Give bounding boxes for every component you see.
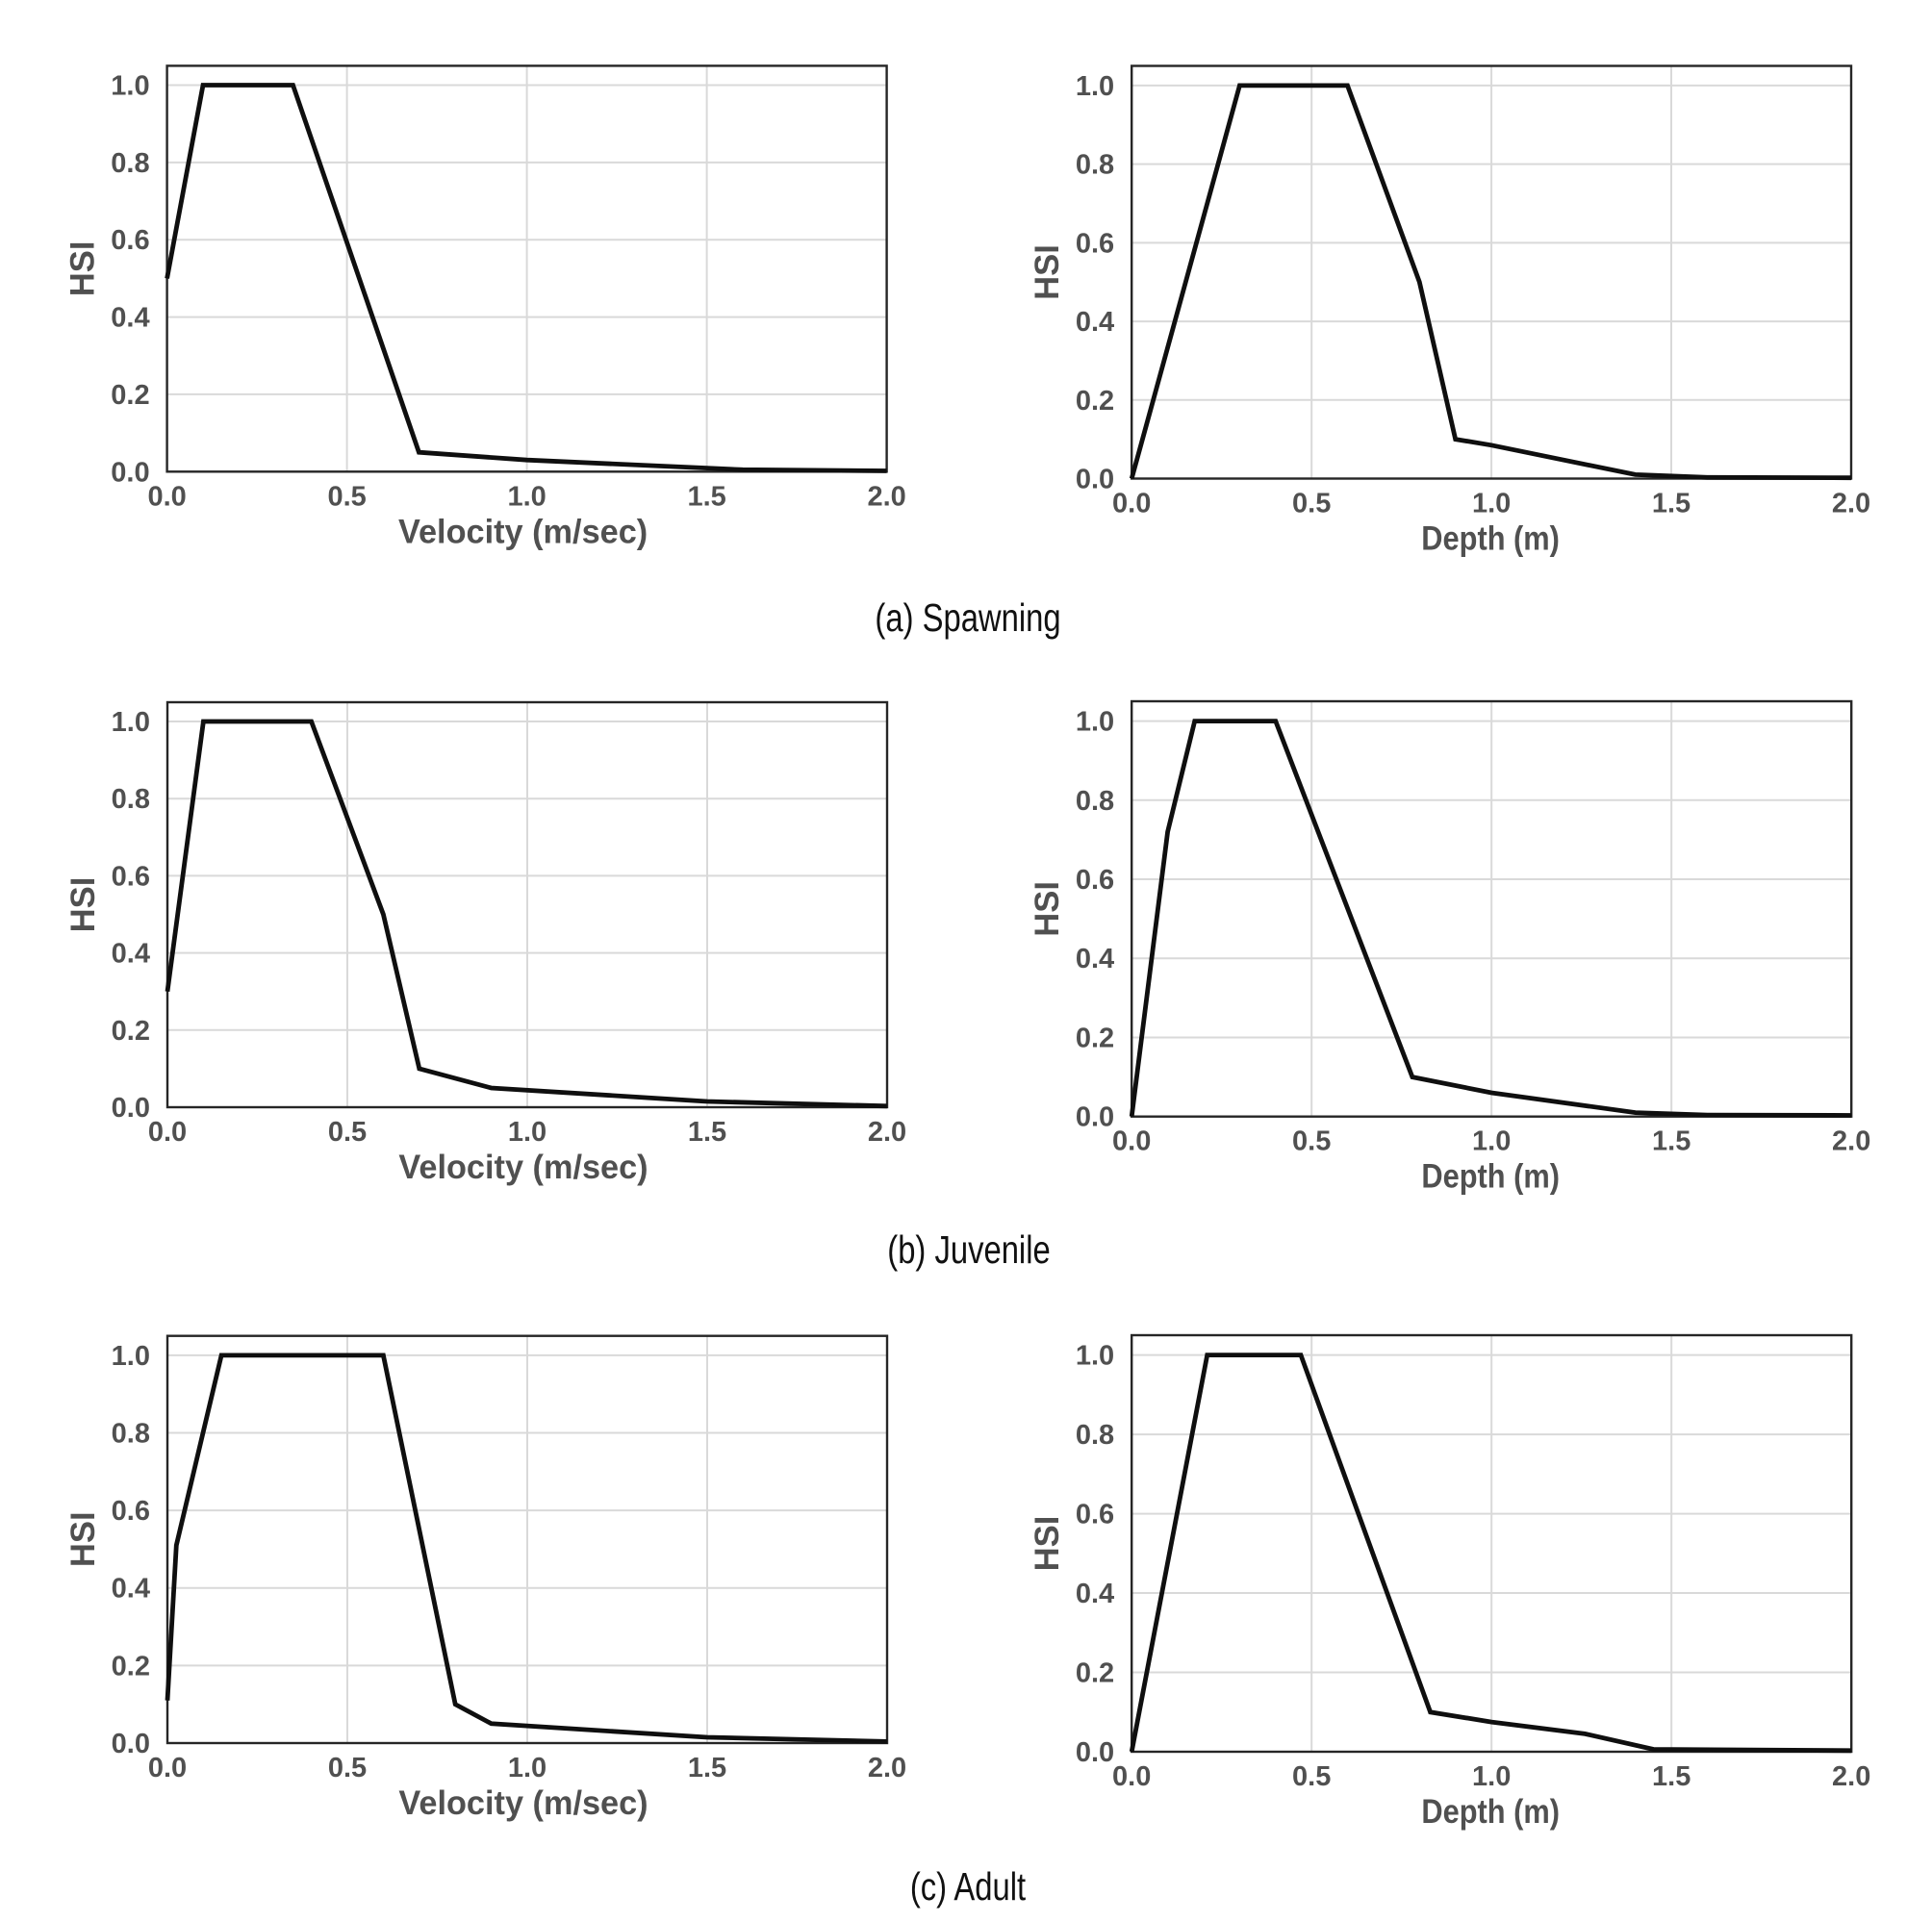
svg-text:1.0: 1.0 [112,1341,150,1372]
svg-text:0.0: 0.0 [112,1729,150,1759]
svg-text:1.0: 1.0 [1472,489,1511,519]
svg-text:0.8: 0.8 [111,148,149,179]
svg-text:HSI: HSI [1029,1516,1066,1572]
svg-text:0.0: 0.0 [1112,489,1151,519]
svg-text:0.0: 0.0 [148,1117,187,1148]
svg-text:0.0: 0.0 [112,1093,150,1124]
svg-text:Velocity (m/sec): Velocity (m/sec) [398,514,648,550]
svg-text:0.4: 0.4 [1076,307,1114,338]
svg-text:0.6: 0.6 [112,861,150,892]
svg-text:2.0: 2.0 [867,481,905,512]
svg-text:0.0: 0.0 [111,457,149,488]
svg-text:0.8: 0.8 [1076,786,1114,817]
svg-text:0.8: 0.8 [1076,150,1114,181]
svg-text:2.0: 2.0 [868,1117,906,1148]
svg-text:0.2: 0.2 [112,1016,150,1047]
svg-text:HSI: HSI [64,877,102,933]
svg-text:Velocity (m/sec): Velocity (m/sec) [398,1150,648,1186]
svg-text:0.6: 0.6 [1076,865,1114,896]
svg-text:HSI: HSI [64,241,101,297]
svg-text:1.5: 1.5 [688,1753,726,1783]
svg-text:0.6: 0.6 [1076,1500,1114,1530]
svg-text:0.5: 0.5 [327,481,366,512]
svg-text:0.5: 0.5 [328,1753,367,1783]
svg-text:1.0: 1.0 [507,481,546,512]
svg-text:0.2: 0.2 [112,1651,150,1682]
svg-text:0.4: 0.4 [111,303,149,334]
svg-text:0.5: 0.5 [1292,1126,1331,1157]
svg-text:0.8: 0.8 [1076,1420,1114,1451]
svg-text:1.0: 1.0 [1472,1126,1511,1157]
svg-text:0.0: 0.0 [1076,1737,1114,1768]
svg-text:0.5: 0.5 [1292,1761,1331,1792]
svg-text:0.2: 0.2 [1076,386,1114,417]
svg-text:0.0: 0.0 [1076,1102,1114,1133]
svg-text:Depth (m): Depth (m) [1421,519,1560,557]
svg-text:1.5: 1.5 [687,481,725,512]
svg-text:HSI: HSI [1029,244,1066,300]
svg-text:1.5: 1.5 [1652,1126,1690,1157]
svg-text:Depth (m): Depth (m) [1421,1157,1560,1195]
svg-text:0.5: 0.5 [1292,489,1331,519]
svg-text:1.5: 1.5 [1652,489,1690,519]
svg-text:(b) Juvenile: (b) Juvenile [887,1227,1050,1271]
svg-text:Depth (m): Depth (m) [1421,1792,1560,1830]
svg-text:0.4: 0.4 [112,939,150,970]
svg-text:2.0: 2.0 [868,1753,906,1783]
svg-text:0.6: 0.6 [112,1496,150,1527]
svg-text:HSI: HSI [64,1511,102,1567]
svg-text:0.5: 0.5 [328,1117,367,1148]
svg-text:(a) Spawning: (a) Spawning [875,594,1060,639]
svg-text:0.6: 0.6 [111,225,149,256]
svg-text:0.8: 0.8 [112,784,150,815]
svg-text:1.0: 1.0 [1076,71,1114,102]
svg-text:0.0: 0.0 [1112,1761,1151,1792]
svg-text:0.2: 0.2 [111,380,149,411]
svg-text:(c) Adult: (c) Adult [910,1863,1027,1908]
svg-text:1.0: 1.0 [1076,707,1114,738]
svg-text:1.0: 1.0 [112,707,150,738]
svg-text:0.0: 0.0 [147,481,186,512]
svg-text:0.2: 0.2 [1076,1658,1114,1689]
svg-text:1.0: 1.0 [508,1117,547,1148]
svg-text:1.5: 1.5 [688,1117,726,1148]
svg-text:2.0: 2.0 [1832,1126,1870,1157]
svg-text:1.0: 1.0 [1472,1761,1511,1792]
svg-text:2.0: 2.0 [1832,1761,1870,1792]
svg-text:2.0: 2.0 [1832,489,1870,519]
svg-text:0.2: 0.2 [1076,1024,1114,1054]
svg-text:0.8: 0.8 [112,1419,150,1450]
svg-text:1.0: 1.0 [1076,1341,1114,1372]
svg-text:0.6: 0.6 [1076,228,1114,259]
svg-text:1.0: 1.0 [508,1753,547,1783]
svg-text:0.4: 0.4 [1076,1579,1114,1609]
svg-text:0.0: 0.0 [1112,1126,1151,1157]
svg-text:0.4: 0.4 [1076,944,1114,974]
svg-text:Velocity (m/sec): Velocity (m/sec) [398,1785,648,1822]
svg-text:HSI: HSI [1029,881,1066,937]
svg-text:1.5: 1.5 [1652,1761,1690,1792]
svg-text:0.0: 0.0 [148,1753,187,1783]
svg-text:0.0: 0.0 [1076,465,1114,495]
svg-text:0.4: 0.4 [112,1574,150,1605]
svg-text:1.0: 1.0 [111,71,149,102]
